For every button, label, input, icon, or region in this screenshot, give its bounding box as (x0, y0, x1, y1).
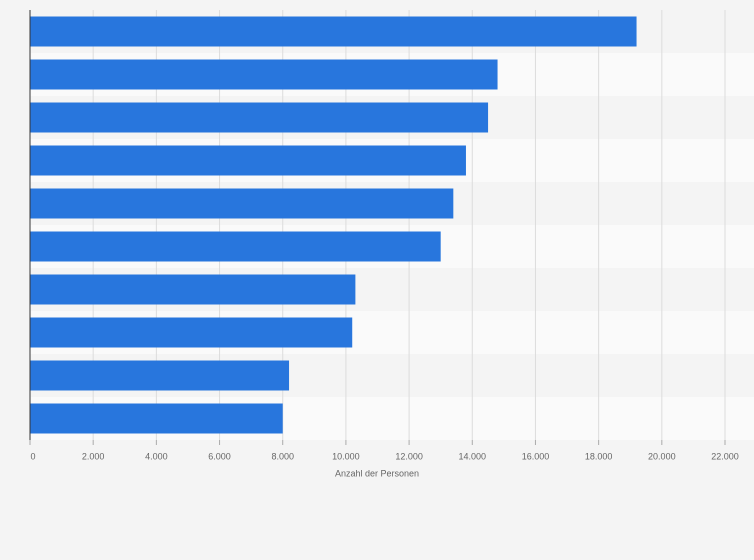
bar (30, 231, 441, 262)
x-tick-label: 8.000 (271, 451, 294, 461)
x-tick-label: 4.000 (145, 451, 168, 461)
bar (30, 274, 356, 305)
bar (30, 102, 489, 133)
bar (30, 16, 637, 47)
x-tick-label: 12.000 (395, 451, 423, 461)
x-tick-label: 16.000 (522, 451, 550, 461)
x-axis-label: Anzahl der Personen (335, 468, 419, 478)
bar (30, 360, 290, 391)
x-tick-label: 0 (30, 451, 35, 461)
x-tick-label: 2.000 (82, 451, 105, 461)
bar (30, 188, 454, 219)
x-tick-label: 18.000 (585, 451, 613, 461)
x-tick-label: 6.000 (208, 451, 231, 461)
x-tick-label: 10.000 (332, 451, 360, 461)
x-tick-label: 14.000 (459, 451, 487, 461)
bar (30, 317, 353, 348)
x-tick-label: 20.000 (648, 451, 676, 461)
bar (30, 403, 283, 434)
x-tick-label: 22.000 (711, 451, 739, 461)
bar (30, 145, 466, 176)
bar (30, 59, 498, 90)
